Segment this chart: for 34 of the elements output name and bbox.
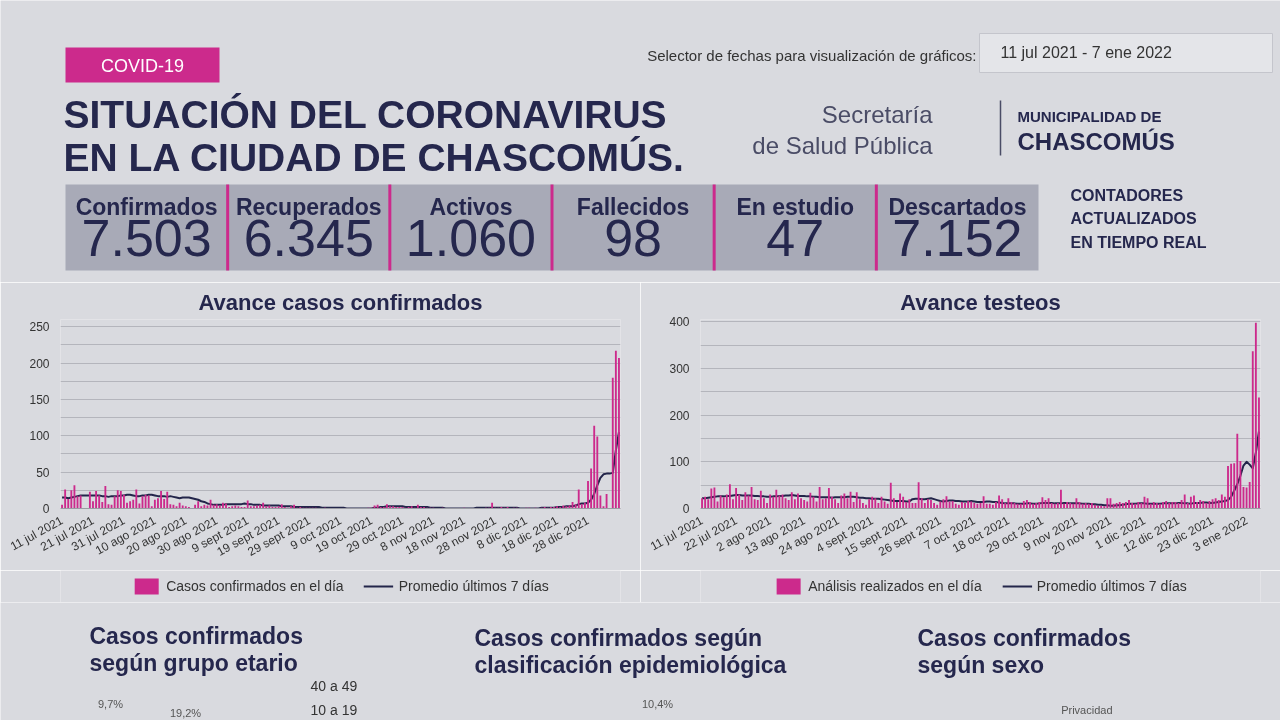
legend-label: Promedio últimos 7 días: [398, 578, 549, 594]
legend-label: Análisis realizados en el día: [808, 578, 982, 594]
category-label: Recuperados: [235, 193, 382, 220]
text: 9,7%: [97, 697, 124, 710]
text: Selector de fechas para visualización de gráficos:: [647, 47, 977, 64]
text: Secretaría de Salud Pública: [752, 100, 934, 159]
text: 11 jul 2021 - 7 ene 2022: [1000, 44, 1172, 61]
y-tick-label: 0: [42, 502, 50, 516]
text: 10 a 19: [310, 701, 358, 718]
y-tick-label: 200: [29, 356, 50, 371]
text: Casos confirmados según clasificación epidemiológica: [474, 624, 787, 678]
text: COVID-19: [100, 55, 185, 76]
y-tick-label: 300: [669, 362, 690, 376]
text: 40 a 49: [310, 677, 358, 694]
y-tick-label: 200: [669, 408, 690, 423]
y-tick-label: 100: [29, 429, 50, 444]
text: Casos confirmados según sexo: [917, 624, 1131, 678]
y-tick-label: 0: [682, 502, 690, 516]
y-tick-label: 100: [669, 455, 690, 470]
text: 19,2%: [169, 706, 202, 719]
y-tick-label: 400: [669, 315, 690, 330]
text: Privacidad: [1061, 703, 1113, 716]
text: 10,4%: [641, 697, 674, 710]
y-tick-label: 150: [29, 392, 50, 407]
chart-title: Avance casos confirmados: [198, 289, 483, 315]
text: CONTADORES ACTUALIZADOS EN TIEMPO REAL: [1070, 186, 1207, 252]
legend-label: Casos confirmados en el día: [166, 578, 344, 594]
legend-label: Promedio últimos 7 días: [1036, 578, 1187, 594]
text: SITUACIÓN DEL CORONAVIRUS EN LA CIUDAD DE CHASCOMÚS.: [63, 92, 684, 179]
chart-title: Avance testeos: [900, 289, 1061, 315]
y-tick-label: 50: [36, 465, 50, 480]
text: Casos confirmados según grupo etario: [89, 622, 303, 676]
y-tick-label: 250: [29, 320, 50, 335]
text: MUNICIPALIDAD DE CHASCOMÚS: [1017, 107, 1175, 155]
